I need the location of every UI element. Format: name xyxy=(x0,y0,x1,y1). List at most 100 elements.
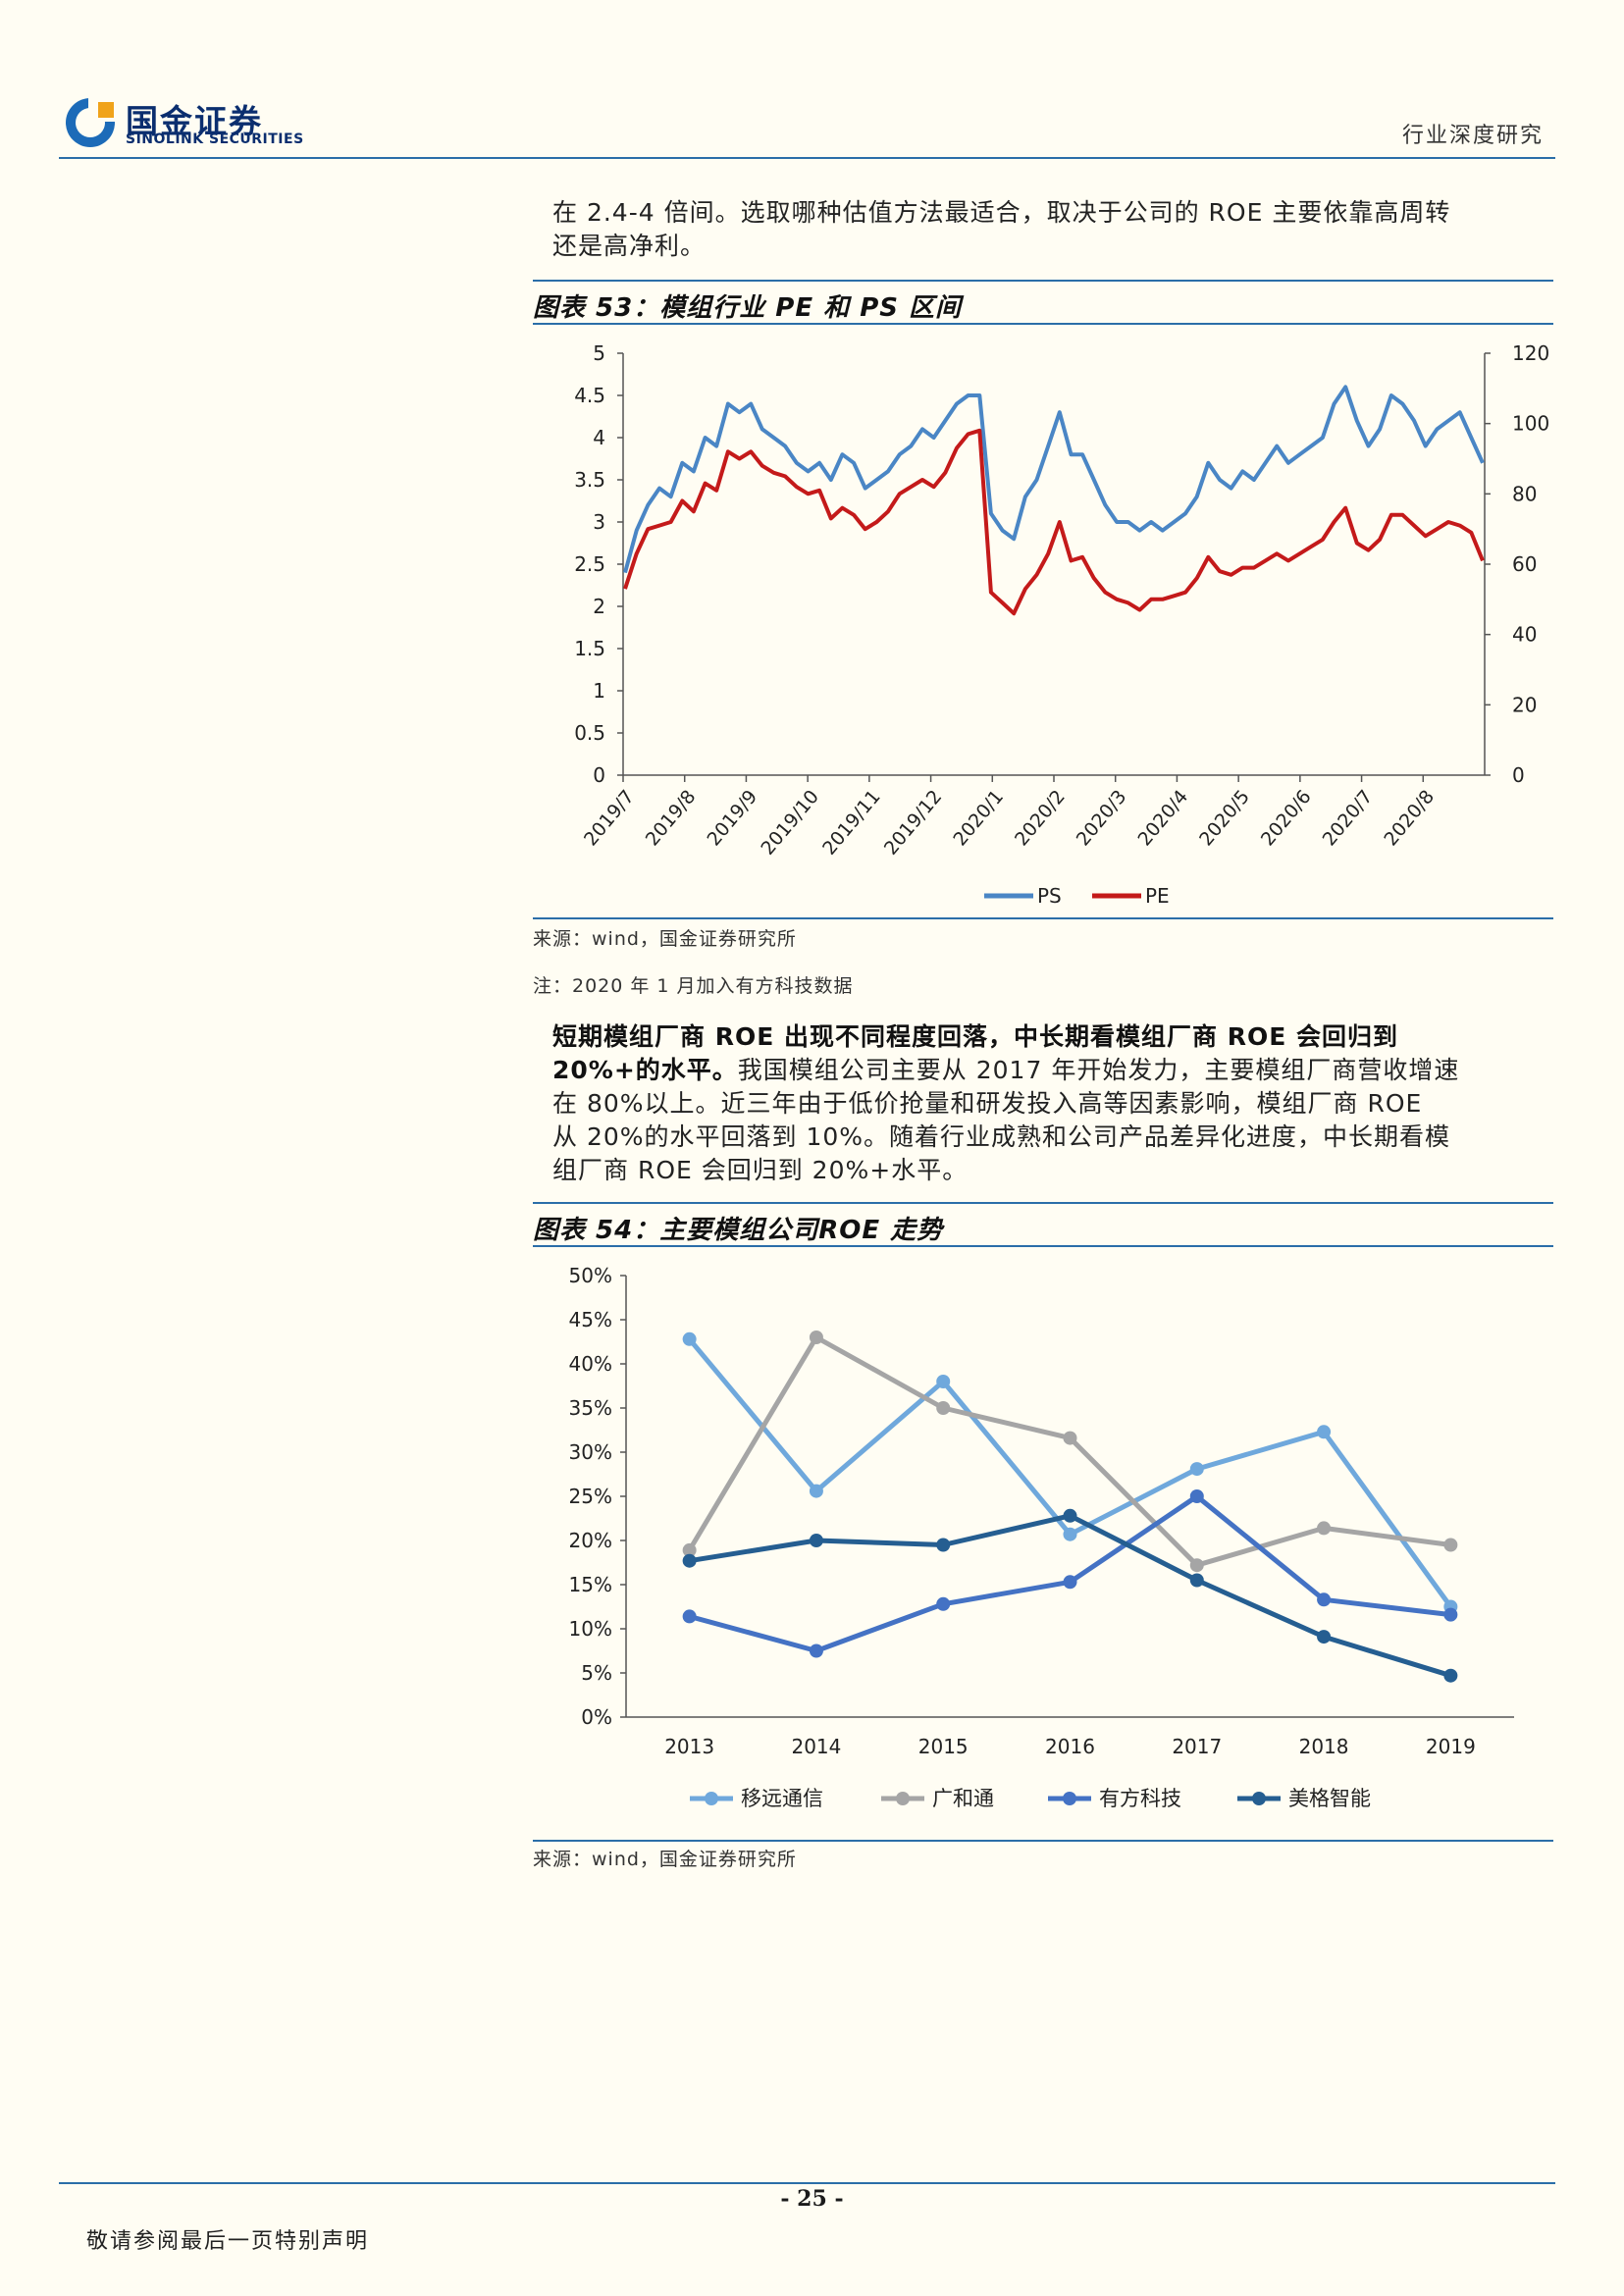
x-tick-label: 2019/12 xyxy=(880,786,947,860)
fig53-title-bar: 图表 53：模组行业 PE 和 PS 区间 xyxy=(533,280,1553,325)
series-4-point xyxy=(936,1538,951,1552)
x-tick-label: 2020/2 xyxy=(1011,786,1070,850)
x-tick-label: 2020/1 xyxy=(949,786,1008,850)
x-tick-label: 2019 xyxy=(1426,1735,1476,1758)
x-tick-label: 2019/10 xyxy=(757,786,823,860)
roe-bold-line-2: 20%+的水平。 xyxy=(552,1056,738,1084)
x-tick-label: 2019/11 xyxy=(818,786,885,860)
legend-label-4: 美格智能 xyxy=(1288,1787,1371,1810)
fig54-source: 来源：wind，国金证券研究所 xyxy=(533,1849,797,1870)
series-2-point xyxy=(936,1401,951,1415)
y-tick-label: 40% xyxy=(569,1352,612,1376)
x-tick-label: 2020/8 xyxy=(1380,786,1439,850)
series-2-point xyxy=(1189,1558,1204,1573)
fig53-source: 来源：wind，国金证券研究所 xyxy=(533,928,797,950)
report-type-label: 行业深度研究 xyxy=(1401,124,1544,148)
y-tick-label: 30% xyxy=(569,1440,612,1464)
pe-ps-chart: 54.543.532.521.510.501201008060402002019… xyxy=(574,341,1549,908)
x-tick-label: 2013 xyxy=(664,1735,714,1758)
left-y-tick-label: 4 xyxy=(593,426,605,449)
roe-line-3: 在 80%以上。近三年由于低价抢量和研发投入高等因素影响，模组厂商 ROE xyxy=(552,1089,1423,1118)
fig54-bottom-rule xyxy=(533,1840,1553,1842)
right-y-tick-label: 100 xyxy=(1512,412,1549,436)
roe-line-4: 从 20%的水平回落到 10%。随着行业成熟和公司产品差异化进度，中长期看模 xyxy=(552,1122,1451,1151)
left-y-tick-label: 5 xyxy=(593,341,605,365)
right-y-tick-label: 60 xyxy=(1512,552,1537,576)
legend-label-pe: PE xyxy=(1145,884,1170,908)
series-3-point xyxy=(682,1609,697,1624)
x-tick-label: 2016 xyxy=(1045,1735,1095,1758)
series-line-ps xyxy=(623,385,1485,574)
intro-line-2: 还是高净利。 xyxy=(552,232,707,260)
legend-label-3: 有方科技 xyxy=(1099,1787,1181,1810)
legend-marker-1 xyxy=(705,1792,718,1805)
series-line-pe xyxy=(623,428,1485,616)
left-y-tick-label: 2 xyxy=(593,595,605,618)
series-4-point xyxy=(682,1553,697,1568)
series-1-point xyxy=(809,1484,823,1498)
y-tick-label: 45% xyxy=(569,1308,612,1331)
series-line-1 xyxy=(687,1337,1453,1608)
roe-bold-line-1: 短期模组厂商 ROE 出现不同程度回落，中长期看模组厂商 ROE 会回归到 xyxy=(552,1022,1398,1051)
y-tick-label: 50% xyxy=(569,1264,612,1287)
roe-line-5: 组厂商 ROE 会回归到 20%+水平。 xyxy=(552,1156,969,1184)
fig54-title-bar: 图表 54：主要模组公司ROE 走势 xyxy=(533,1202,1553,1247)
series-4-point xyxy=(1317,1630,1332,1644)
left-y-tick-label: 1.5 xyxy=(574,637,605,660)
page-number: - 25 - xyxy=(780,2186,844,2212)
legend-label-ps: PS xyxy=(1037,884,1062,908)
right-y-tick-label: 0 xyxy=(1512,763,1525,787)
series-3-point xyxy=(1189,1489,1204,1503)
y-tick-label: 15% xyxy=(569,1573,612,1596)
fig53-bottom-rule xyxy=(533,917,1553,919)
header-divider xyxy=(59,157,1555,159)
series-4-point xyxy=(1189,1573,1204,1588)
series-4-point xyxy=(1063,1508,1077,1523)
series-3-point xyxy=(1063,1575,1077,1590)
roe-chart: 50% 45% 40% 35% 30% 25% 20% 15% 10% 5% 0% 2013 2014 2… xyxy=(569,1264,1514,1810)
y-tick-label: 5% xyxy=(581,1661,612,1685)
series-3-point xyxy=(809,1644,823,1658)
legend-marker-3 xyxy=(1063,1792,1076,1805)
left-y-tick-label: 2.5 xyxy=(574,552,605,576)
series-1-point xyxy=(1189,1462,1204,1477)
series-2-point xyxy=(1063,1431,1077,1445)
roe-line-2: 20%+的水平。我国模组公司主要从 2017 年开始发力，主要模组厂商营收增速 xyxy=(552,1054,1544,1087)
series-1-point xyxy=(1317,1425,1332,1439)
right-y-tick-label: 40 xyxy=(1512,623,1537,647)
left-y-tick-label: 3 xyxy=(593,510,605,534)
fig53-note: 注：2020 年 1 月加入有方科技数据 xyxy=(533,975,854,997)
legend-label-1: 移远通信 xyxy=(741,1787,823,1810)
right-y-tick-label: 120 xyxy=(1512,341,1549,365)
x-tick-label: 2017 xyxy=(1172,1735,1222,1758)
x-tick-label: 2019/9 xyxy=(703,786,761,850)
right-y-tick-label: 80 xyxy=(1512,482,1537,505)
roe-line-1: 短期模组厂商 ROE 出现不同程度回落，中长期看模组厂商 ROE 会回归到 xyxy=(552,1020,1544,1054)
series-3-point xyxy=(1317,1592,1332,1607)
y-tick-label: 0% xyxy=(581,1705,612,1729)
x-tick-label: 2020/6 xyxy=(1257,786,1316,850)
left-y-tick-label: 4.5 xyxy=(574,384,605,407)
left-y-tick-label: 1 xyxy=(593,679,605,703)
series-1-point xyxy=(1063,1527,1077,1541)
x-tick-label: 2018 xyxy=(1299,1735,1349,1758)
x-tick-label: 2020/4 xyxy=(1133,786,1192,850)
y-tick-label: 25% xyxy=(569,1485,612,1508)
series-1-point xyxy=(936,1375,951,1388)
series-3-point xyxy=(1443,1607,1458,1622)
left-y-tick-label: 3.5 xyxy=(574,468,605,492)
series-3-point xyxy=(936,1596,951,1611)
series-2-point xyxy=(809,1331,823,1344)
y-tick-label: 35% xyxy=(569,1396,612,1420)
logo-english-name: SINOLINK SECURITIES xyxy=(126,131,304,147)
legend-marker-4 xyxy=(1252,1792,1266,1805)
logo-icon xyxy=(66,98,118,147)
roe-paragraph: 短期模组厂商 ROE 出现不同程度回落，中长期看模组厂商 ROE 会回归到 20… xyxy=(552,1020,1544,1187)
footer-disclaimer: 敬请参阅最后一页特别声明 xyxy=(86,2229,370,2254)
legend-marker-2 xyxy=(896,1792,910,1805)
series-1-point xyxy=(682,1331,697,1346)
right-y-tick-label: 20 xyxy=(1512,693,1537,716)
logo xyxy=(59,90,299,155)
legend-label-2: 广和通 xyxy=(932,1787,994,1810)
x-tick-label: 2020/7 xyxy=(1319,786,1378,850)
